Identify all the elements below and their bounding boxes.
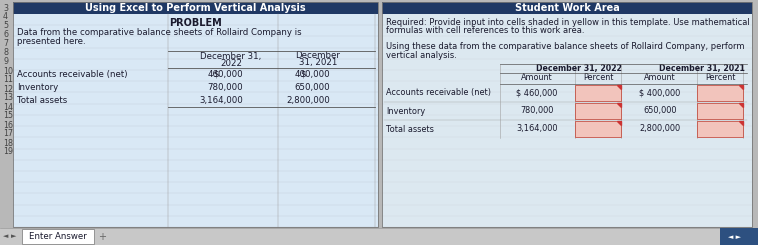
Text: 31, 2021: 31, 2021 <box>299 59 337 68</box>
Text: Student Work Area: Student Work Area <box>515 3 619 13</box>
Text: Inventory: Inventory <box>386 107 425 115</box>
Text: Inventory: Inventory <box>17 83 58 92</box>
Text: 11: 11 <box>3 75 13 85</box>
Text: 4: 4 <box>3 12 8 22</box>
Text: Amount: Amount <box>644 74 676 83</box>
Text: December 31, 2022: December 31, 2022 <box>536 63 622 73</box>
Text: 3: 3 <box>3 4 8 13</box>
Text: presented here.: presented here. <box>17 37 86 47</box>
Text: 16: 16 <box>3 121 13 130</box>
Text: 5: 5 <box>3 22 8 30</box>
Text: Percent: Percent <box>583 74 613 83</box>
Bar <box>382 2 752 14</box>
Text: Total assets: Total assets <box>17 96 67 105</box>
Polygon shape <box>617 103 621 107</box>
Text: 8: 8 <box>3 49 8 58</box>
Polygon shape <box>617 85 621 89</box>
Text: $: $ <box>300 70 305 79</box>
Text: December: December <box>296 51 340 61</box>
Text: 2,800,000: 2,800,000 <box>287 96 330 105</box>
Text: 10: 10 <box>3 66 13 75</box>
Bar <box>0 228 758 245</box>
Text: December 31,: December 31, <box>200 51 262 61</box>
Text: 650,000: 650,000 <box>294 83 330 92</box>
Text: $ 400,000: $ 400,000 <box>640 88 681 98</box>
Text: PROBLEM: PROBLEM <box>169 18 222 28</box>
Text: 460,000: 460,000 <box>208 70 243 79</box>
Text: 400,000: 400,000 <box>294 70 330 79</box>
Bar <box>13 2 378 227</box>
Polygon shape <box>739 121 743 125</box>
Bar <box>575 103 621 119</box>
Text: $ 460,000: $ 460,000 <box>516 88 558 98</box>
Text: Using these data from the comparative balance sheets of Rollaird Company, perfor: Using these data from the comparative ba… <box>386 42 744 51</box>
Text: 6: 6 <box>3 30 8 39</box>
Polygon shape <box>617 121 621 125</box>
Text: ►: ► <box>11 233 17 240</box>
Text: December 31, 2021: December 31, 2021 <box>659 63 744 73</box>
Bar <box>22 229 94 244</box>
Text: Amount: Amount <box>522 74 553 83</box>
Bar <box>720 228 758 245</box>
Text: Data from the comparative balance sheets of Rollaird Company is: Data from the comparative balance sheets… <box>17 28 302 37</box>
Text: 9: 9 <box>3 58 8 66</box>
Text: 780,000: 780,000 <box>520 107 553 115</box>
Bar <box>697 121 743 137</box>
Text: 12: 12 <box>3 85 13 94</box>
Bar <box>378 2 382 227</box>
Text: Percent: Percent <box>705 74 735 83</box>
Text: 19: 19 <box>3 147 13 157</box>
Text: 650,000: 650,000 <box>644 107 677 115</box>
Bar <box>697 85 743 101</box>
Polygon shape <box>739 103 743 107</box>
Bar <box>575 85 621 101</box>
Text: 3,164,000: 3,164,000 <box>516 124 558 134</box>
Text: Accounts receivable (net): Accounts receivable (net) <box>17 70 127 79</box>
Bar <box>13 2 378 227</box>
Text: 18: 18 <box>3 138 13 147</box>
Text: Accounts receivable (net): Accounts receivable (net) <box>386 88 491 98</box>
Text: 13: 13 <box>3 94 13 102</box>
Text: 17: 17 <box>3 130 13 138</box>
Text: Required: Provide input into cells shaded in yellow in this template. Use mathem: Required: Provide input into cells shade… <box>386 19 750 27</box>
Bar <box>575 121 621 137</box>
Text: 3,164,000: 3,164,000 <box>199 96 243 105</box>
Text: $: $ <box>213 70 218 79</box>
Text: +: + <box>98 232 106 242</box>
Text: 15: 15 <box>3 111 13 121</box>
Text: vertical analysis.: vertical analysis. <box>386 50 457 60</box>
Text: Enter Answer: Enter Answer <box>29 232 87 241</box>
Text: Total assets: Total assets <box>386 124 434 134</box>
Bar <box>382 2 752 227</box>
Text: Using Excel to Perform Vertical Analysis: Using Excel to Perform Vertical Analysis <box>85 3 305 13</box>
Text: 7: 7 <box>3 39 8 49</box>
Text: 780,000: 780,000 <box>208 83 243 92</box>
Text: 2,800,000: 2,800,000 <box>640 124 681 134</box>
Bar <box>697 103 743 119</box>
Text: 2022: 2022 <box>220 59 242 68</box>
Text: formulas with cell references to this work area.: formulas with cell references to this wo… <box>386 26 584 36</box>
Text: ◄: ◄ <box>3 233 8 240</box>
Text: 14: 14 <box>3 102 13 111</box>
Bar <box>13 2 378 14</box>
Polygon shape <box>739 85 743 89</box>
Bar <box>382 2 752 227</box>
Text: ◄ ►: ◄ ► <box>728 233 741 240</box>
